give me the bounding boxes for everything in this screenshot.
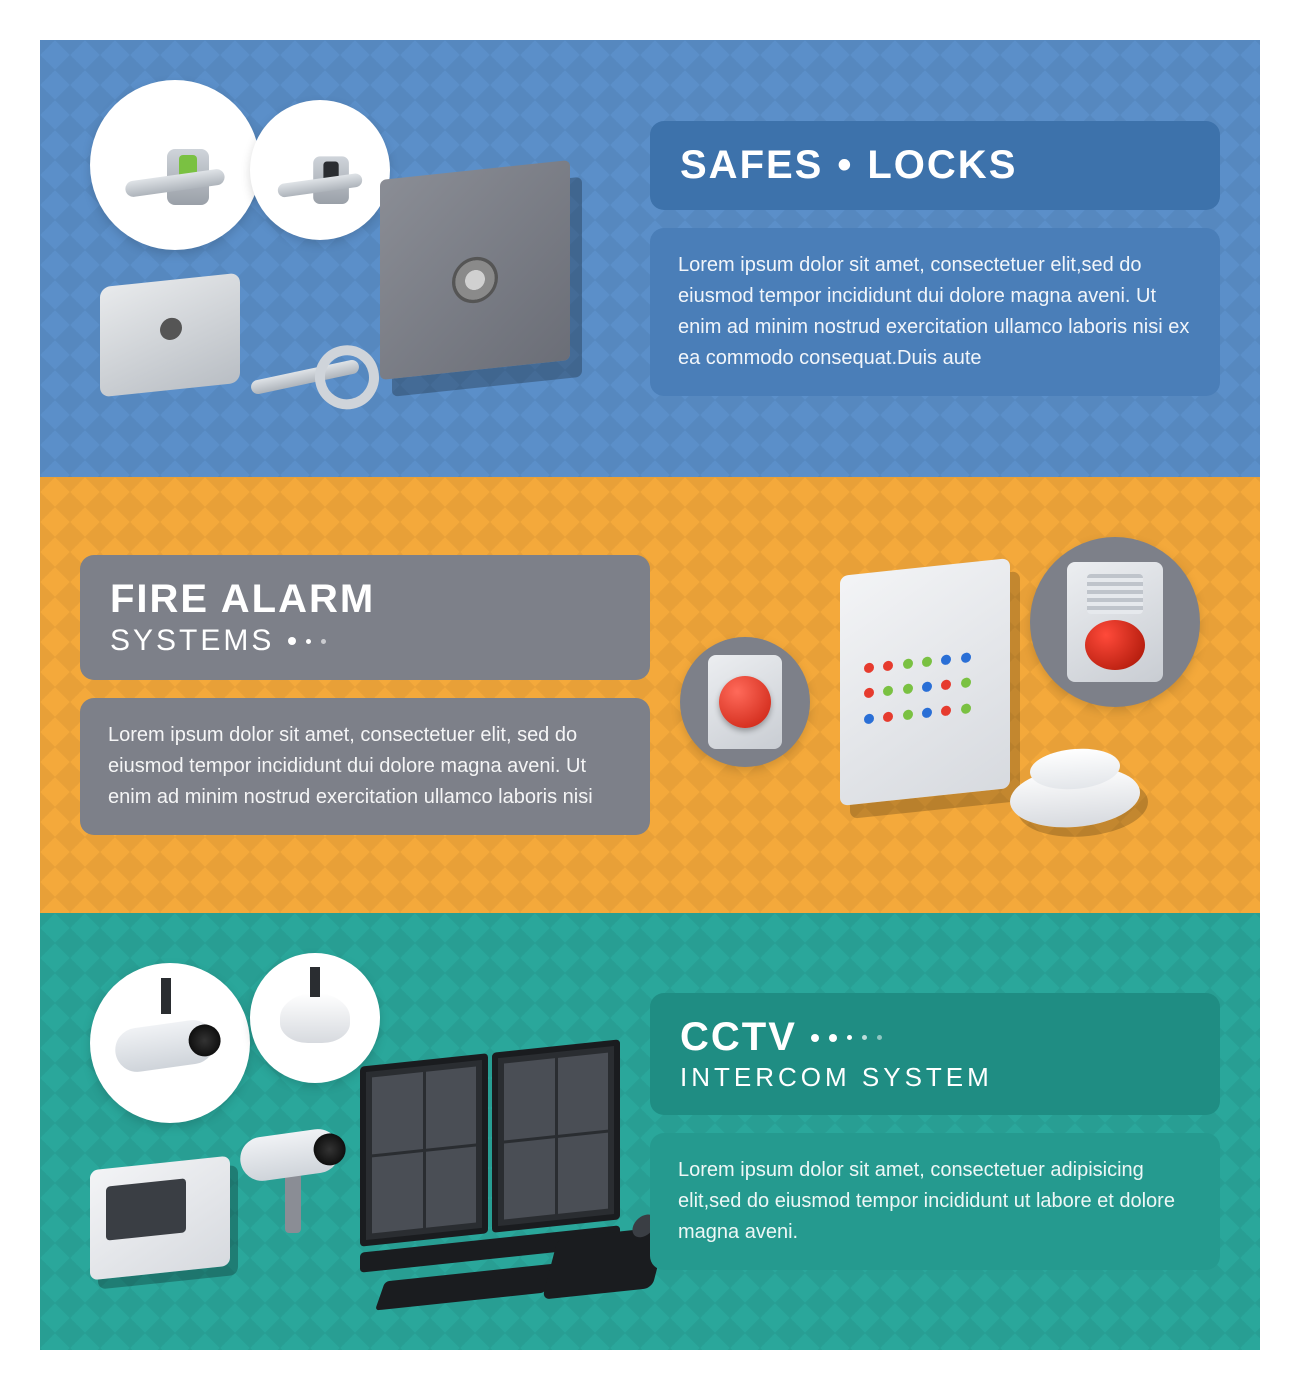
fire-illustration [650, 507, 1220, 884]
fire-title-main: FIRE ALARM [110, 577, 620, 622]
dome-camera-icon [250, 953, 380, 1083]
cctv-title-main: CCTV [680, 1015, 797, 1060]
banner-safes-locks: SAFES • LOCKS Lorem ipsum dolor sit amet… [40, 40, 1260, 477]
door-handle-biometric-icon [90, 80, 260, 250]
safes-title-second: LOCKS [867, 143, 1017, 188]
cctv-title-pill: CCTV INTERCOM SYSTEM [650, 993, 1220, 1115]
safe-box-icon [380, 160, 570, 380]
banner-cctv: CCTV INTERCOM SYSTEM Lorem ipsum dolor s… [40, 913, 1260, 1350]
banner-fire-alarm: FIRE ALARM SYSTEMS Lorem ipsum dolor sit… [40, 477, 1260, 914]
cctv-text-column: CCTV INTERCOM SYSTEM Lorem ipsum dolor s… [650, 993, 1220, 1270]
cctv-body-pill: Lorem ipsum dolor sit amet, consectetuer… [650, 1133, 1220, 1270]
camera-stand-pole [285, 1173, 301, 1233]
dual-monitors-icon [360, 1040, 620, 1247]
ptz-camera-icon [237, 1127, 342, 1184]
fire-title-sub: SYSTEMS [110, 624, 274, 658]
bullet-camera-icon [90, 963, 250, 1123]
key-icon [250, 359, 361, 396]
fire-body-text: Lorem ipsum dolor sit amet, consectetuer… [108, 724, 593, 808]
safes-illustration [80, 70, 650, 447]
fire-text-column: FIRE ALARM SYSTEMS Lorem ipsum dolor sit… [80, 555, 650, 835]
safes-title-pill: SAFES • LOCKS [650, 121, 1220, 210]
safes-title-separator: • [837, 143, 853, 188]
fire-title-pill: FIRE ALARM SYSTEMS [80, 555, 650, 680]
safes-body-text: Lorem ipsum dolor sit amet, consectetuer… [678, 254, 1189, 369]
safes-text-column: SAFES • LOCKS Lorem ipsum dolor sit amet… [650, 121, 1220, 396]
fire-title-dots [288, 637, 326, 645]
safes-title-main: SAFES [680, 143, 823, 188]
siren-icon [1030, 537, 1200, 707]
alarm-control-panel-icon [840, 558, 1010, 806]
fire-body-pill: Lorem ipsum dolor sit amet, consectetuer… [80, 698, 650, 835]
smoke-detector-icon [1010, 762, 1140, 831]
safes-body-pill: Lorem ipsum dolor sit amet, consectetuer… [650, 228, 1220, 396]
door-handle-keypad-icon [250, 100, 390, 240]
cctv-title-sub: INTERCOM SYSTEM [680, 1062, 1190, 1093]
deadbolt-lock-icon [100, 273, 240, 398]
intercom-unit-icon [90, 1156, 230, 1281]
cctv-body-text: Lorem ipsum dolor sit amet, consectetuer… [678, 1159, 1175, 1243]
infographic-container: SAFES • LOCKS Lorem ipsum dolor sit amet… [0, 0, 1300, 1390]
cctv-illustration [80, 943, 650, 1320]
keyboard-icon [375, 1264, 555, 1311]
cctv-title-dots [811, 1034, 882, 1042]
panic-button-icon [680, 637, 810, 767]
